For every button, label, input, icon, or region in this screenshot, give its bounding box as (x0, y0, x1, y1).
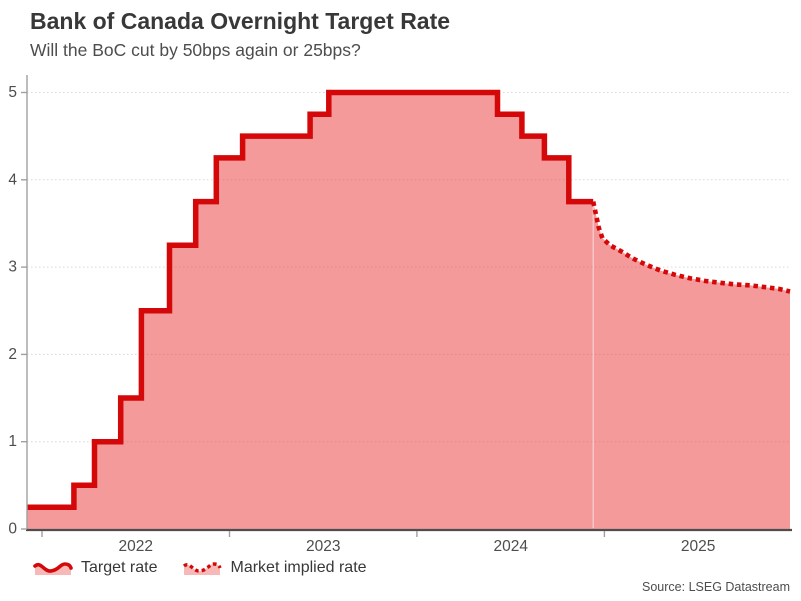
svg-text:2023: 2023 (306, 538, 340, 555)
chart-subtitle: Will the BoC cut by 50bps again or 25bps… (30, 40, 361, 60)
svg-text:4: 4 (8, 171, 17, 188)
chart-legend: Target rate Market implied rate (33, 559, 367, 577)
svg-text:3: 3 (8, 259, 17, 276)
chart-title: Bank of Canada Overnight Target Rate (30, 8, 451, 34)
target-rate-legend-icon (33, 562, 73, 575)
legend-item-target-rate: Target rate (33, 559, 157, 577)
svg-text:2025: 2025 (681, 538, 715, 555)
svg-text:0: 0 (8, 521, 17, 538)
svg-text:2: 2 (8, 346, 17, 363)
legend-label-market-implied-rate: Market implied rate (230, 559, 367, 576)
svg-text:5: 5 (8, 84, 17, 101)
legend-label-target-rate: Target rate (81, 559, 158, 576)
market-implied-rate-legend-icon (183, 562, 223, 575)
svg-text:2024: 2024 (493, 538, 528, 555)
source-credit: Source: LSEG Datastream (642, 580, 790, 594)
svg-text:1: 1 (8, 433, 17, 450)
svg-text:2022: 2022 (118, 538, 152, 555)
legend-item-market-implied-rate: Market implied rate (182, 559, 367, 577)
